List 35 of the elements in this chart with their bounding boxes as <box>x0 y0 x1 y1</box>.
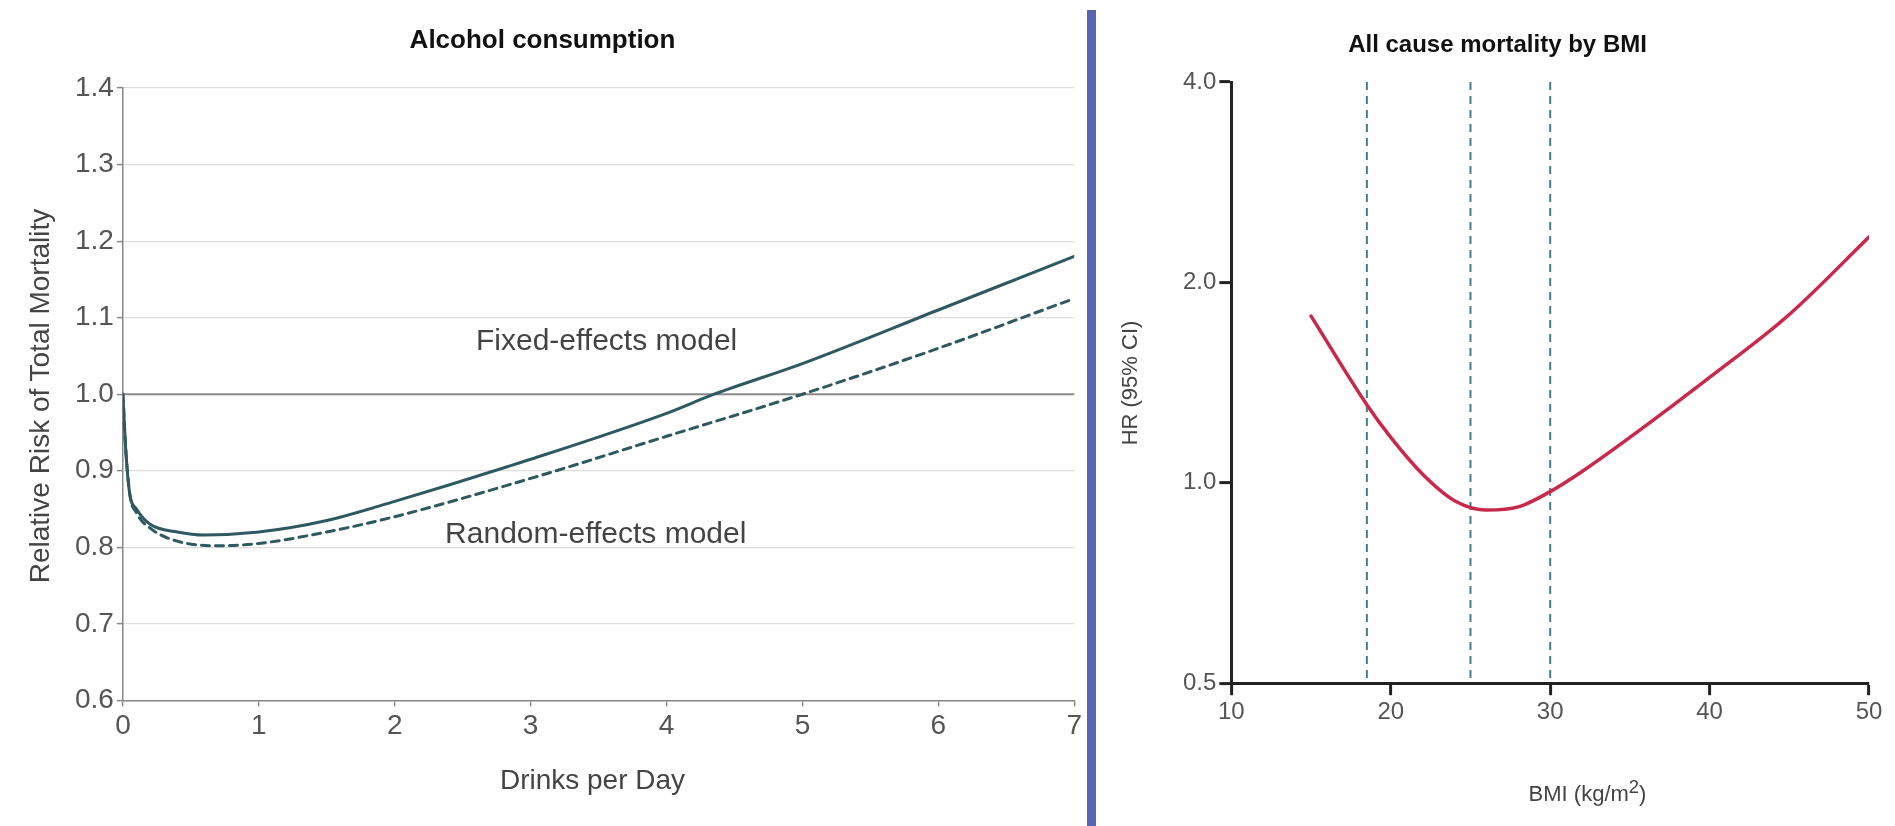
y-tick-label: 0.6 <box>74 683 114 715</box>
y-tick-label: 0.9 <box>74 453 114 485</box>
y-tick-label: 1.1 <box>74 300 114 332</box>
y-tick-label: 1.4 <box>74 70 114 102</box>
x-axis-title: BMI (kg/m$^{2}$) <box>1527 776 1648 808</box>
x-tick-label: 10 <box>1218 697 1245 725</box>
x-tick-label: 1 <box>251 708 267 740</box>
y-tick-label: 1.0 <box>74 376 114 408</box>
line-series <box>1309 235 1869 512</box>
x-tick-label: 40 <box>1696 697 1723 725</box>
x-tick-label: 4 <box>658 708 675 740</box>
y-axis-title: HR (95% CI) <box>1117 319 1143 448</box>
series-label: Fixed-effects model <box>476 322 738 356</box>
x-tick-label: 6 <box>930 708 947 740</box>
y-tick-label: 2.0 <box>1182 267 1217 295</box>
chart-title: Alcohol consumption <box>408 24 677 55</box>
y-axis-title: Relative Risk of Total Mortality <box>24 207 56 586</box>
x-axis-title: Drinks per Day <box>498 764 687 796</box>
chart-title: All cause mortality by BMI <box>1347 30 1648 58</box>
x-tick-label: 7 <box>1066 708 1082 740</box>
y-tick-label: 1.3 <box>74 147 114 179</box>
x-tick-label: 2 <box>386 708 403 740</box>
x-tick-label: 5 <box>794 708 811 740</box>
y-tick-label: 4.0 <box>1182 66 1217 94</box>
y-tick-label: 0.7 <box>74 606 114 638</box>
series-label: Random-effects model <box>445 515 747 549</box>
x-tick-label: 50 <box>1855 697 1883 725</box>
x-tick-label: 20 <box>1377 697 1405 725</box>
y-tick-label: 0.8 <box>74 530 114 562</box>
y-tick-label: 1.2 <box>74 223 114 255</box>
y-tick-label: 1.0 <box>1182 467 1217 495</box>
x-tick-label: 30 <box>1536 697 1564 725</box>
y-tick-label: 0.5 <box>1182 667 1217 695</box>
x-tick-label: 0 <box>115 708 131 740</box>
x-tick-label: 3 <box>522 708 539 740</box>
